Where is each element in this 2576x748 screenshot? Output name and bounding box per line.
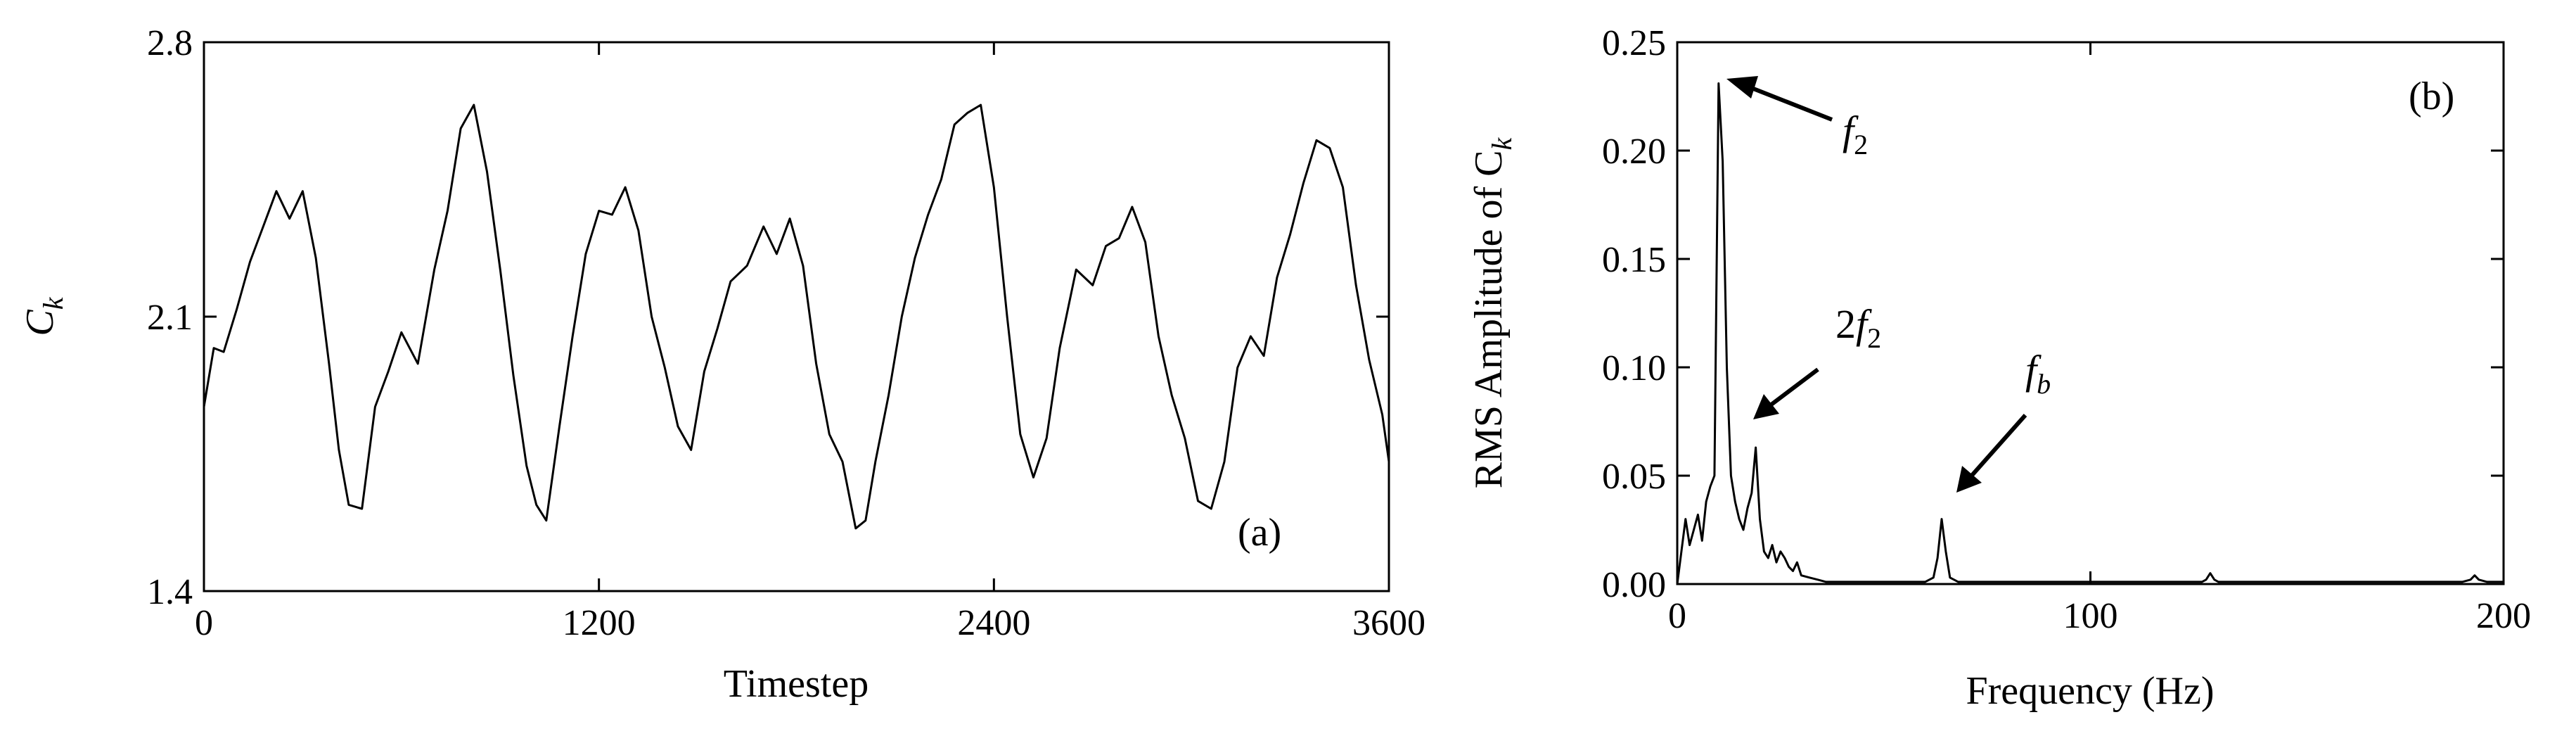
panel-b-x-tick-label: 100 bbox=[2063, 596, 2118, 636]
annotation-f2: f2 bbox=[1726, 76, 1868, 160]
panel-a-y-tick-label: 2.1 bbox=[147, 298, 193, 338]
panel-b-spectrum-line bbox=[1676, 82, 2504, 585]
panel-b-y-tick-label: 0.20 bbox=[1602, 132, 1666, 172]
panel-a-axis-ticks: 0 1200 2400 3600 1.4 2.1 2.8 bbox=[147, 23, 1425, 643]
panel-b-y-tick-label: 0.05 bbox=[1602, 457, 1666, 497]
panel-a-x-tick-label: 2400 bbox=[957, 603, 1030, 643]
panel-b-y-axis-label-base: RMS Amplitude of C bbox=[1467, 151, 1511, 489]
panel-a-chart: 0 1200 2400 3600 1.4 2.1 2.8 (a) Timestep Ck bbox=[18, 23, 1425, 706]
annotation-f2-arrowhead bbox=[1726, 76, 1758, 99]
panel-a-y-tick-label: 2.8 bbox=[147, 23, 193, 63]
annotation-2f2-arrow bbox=[1765, 367, 1819, 410]
annotation-f2-arrow bbox=[1741, 82, 1833, 122]
panel-b-axis-ticks: 0 100 200 0.00 0.05 0.10 0.15 0.20 0.25 bbox=[1602, 23, 2531, 636]
panel-b-x-tick-label: 200 bbox=[2476, 596, 2531, 636]
panel-a-x-axis-label: Timestep bbox=[724, 662, 869, 706]
annotation-2f2-arrowhead bbox=[1753, 394, 1779, 419]
panel-b-y-tick-label: 0.00 bbox=[1602, 565, 1666, 605]
annotation-fb: fb bbox=[1956, 347, 2051, 493]
panel-b-tag: (b) bbox=[2409, 75, 2454, 118]
panel-b-y-tick-label: 0.25 bbox=[1602, 23, 1666, 63]
panel-a-x-tick-label: 0 bbox=[195, 603, 213, 643]
panel-b-x-tick-label: 0 bbox=[1668, 596, 1686, 636]
panel-a-x-tick-label: 1200 bbox=[563, 603, 636, 643]
annotation-2f2-sub: 2 bbox=[1867, 322, 1881, 354]
panel-b-y-axis-label-sub: k bbox=[1486, 137, 1518, 151]
annotation-2f2-label: 2f2 bbox=[1835, 301, 1881, 354]
annotation-f2-label: f2 bbox=[1843, 108, 1868, 160]
panel-a-y-axis-label: Ck bbox=[18, 296, 69, 336]
panel-b-x-axis-label: Frequency (Hz) bbox=[1966, 669, 2215, 713]
panel-b-y-tick-label: 0.10 bbox=[1602, 348, 1666, 388]
annotation-fb-arrow bbox=[1967, 414, 2027, 480]
panel-b-y-tick-label: 0.15 bbox=[1602, 240, 1666, 280]
panel-a-y-axis-label-base: C bbox=[18, 310, 62, 336]
panel-a-y-tick-label: 1.4 bbox=[147, 572, 193, 612]
annotation-2f2-prefix: 2 bbox=[1835, 301, 1856, 347]
annotation-f2-sub: 2 bbox=[1854, 129, 1868, 160]
panel-b-y-axis-label: RMS Amplitude of Ck bbox=[1467, 137, 1518, 489]
annotation-2f2: 2f2 bbox=[1753, 301, 1881, 419]
panel-b-chart: 0 100 200 0.00 0.05 0.10 0.15 0.20 0.25 (b) Freq… bbox=[1467, 23, 2531, 713]
annotation-fb-arrowhead bbox=[1956, 466, 1982, 493]
panel-a-tag: (a) bbox=[1238, 511, 1281, 554]
panel-a-ck-series-line bbox=[203, 103, 1390, 530]
panel-a-y-axis-label-sub: k bbox=[37, 296, 69, 310]
panel-b-plot-frame bbox=[1676, 41, 2505, 585]
annotation-fb-label: fb bbox=[2025, 347, 2051, 400]
panel-a-x-tick-label: 3600 bbox=[1352, 603, 1425, 643]
annotation-fb-sub: b bbox=[2037, 368, 2051, 400]
